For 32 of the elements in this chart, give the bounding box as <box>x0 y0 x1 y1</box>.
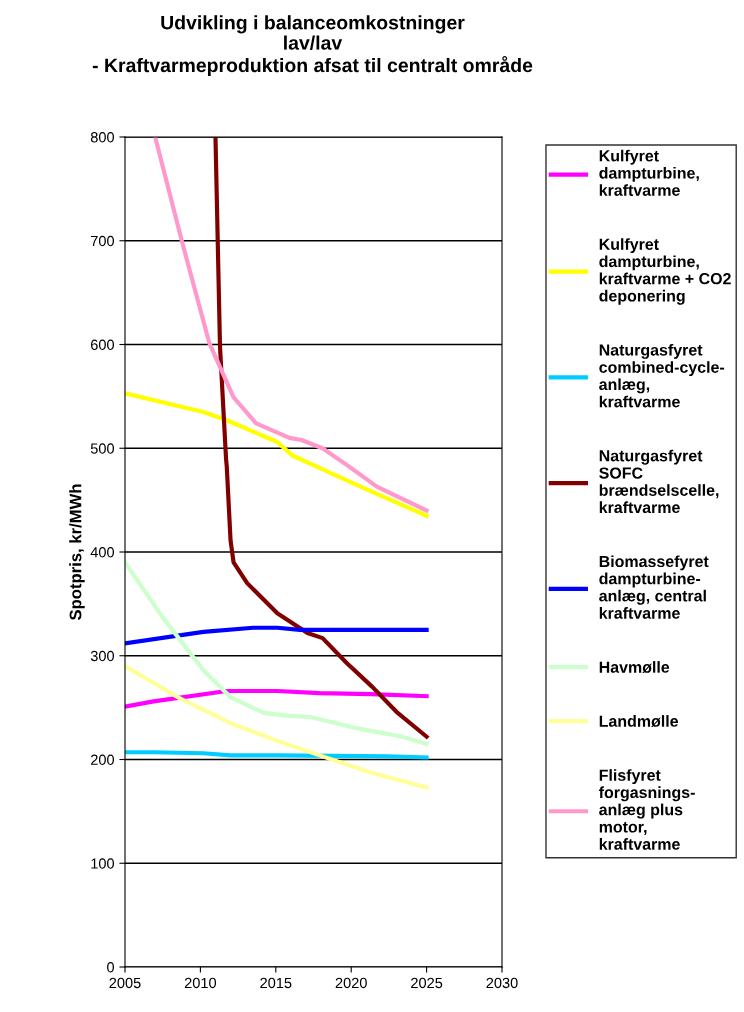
y-tick-label: 700 <box>91 235 115 247</box>
line-series <box>125 560 429 747</box>
y-tick-label: 500 <box>90 443 115 454</box>
line-series <box>153 137 429 513</box>
legend-label: Biomassefyret dampturbine- anlæg, central kraftvarme <box>599 555 709 619</box>
line-series <box>125 391 429 518</box>
y-tick-label: 0 <box>107 962 115 973</box>
line-series <box>213 137 429 739</box>
y-tick-label: 400 <box>90 547 115 558</box>
x-tick-label: 2020 <box>335 977 367 989</box>
line-series <box>125 688 429 709</box>
legend-label: Kulfyret dampturbine, kraftvarme + CO2 deponering <box>599 238 731 305</box>
y-tick-label: 200 <box>90 754 115 765</box>
legend-label: Kulfyret dampturbine, kraftvarme <box>599 149 699 196</box>
y-tick-label: 800 <box>90 132 115 143</box>
x-tick-label: 2025 <box>411 977 443 989</box>
x-tick-label: 2010 <box>184 977 217 989</box>
legend-label: Naturgasfyret SOFC brændselscelle, kraftvarme <box>599 449 719 514</box>
y-tick-label: 300 <box>90 650 115 662</box>
x-tick-label: 2015 <box>260 977 292 989</box>
legend-label: Naturgasfyret combined-cycle- anlæg, kraftvarme <box>599 343 725 408</box>
y-tick-label: 600 <box>90 339 115 350</box>
legend-label: Havmølle <box>599 661 670 674</box>
line-series <box>125 625 429 646</box>
line-series <box>125 664 429 790</box>
legend-label: Flisfyret forgasnings- anlæg plus motor, kraftvarme <box>598 769 695 850</box>
x-tick-label: 2030 <box>486 977 518 989</box>
y-tick-label: 100 <box>91 858 115 869</box>
chart-title: Udvikling i balanceomkostninger lav/lav - Kraftvarmeproduktion afsat til centralt område <box>92 15 533 77</box>
y-axis-title: Spotpris, kr/MWh <box>69 484 85 621</box>
legend-label: Landmølle <box>599 715 679 728</box>
x-tick-label: 2005 <box>109 977 141 989</box>
